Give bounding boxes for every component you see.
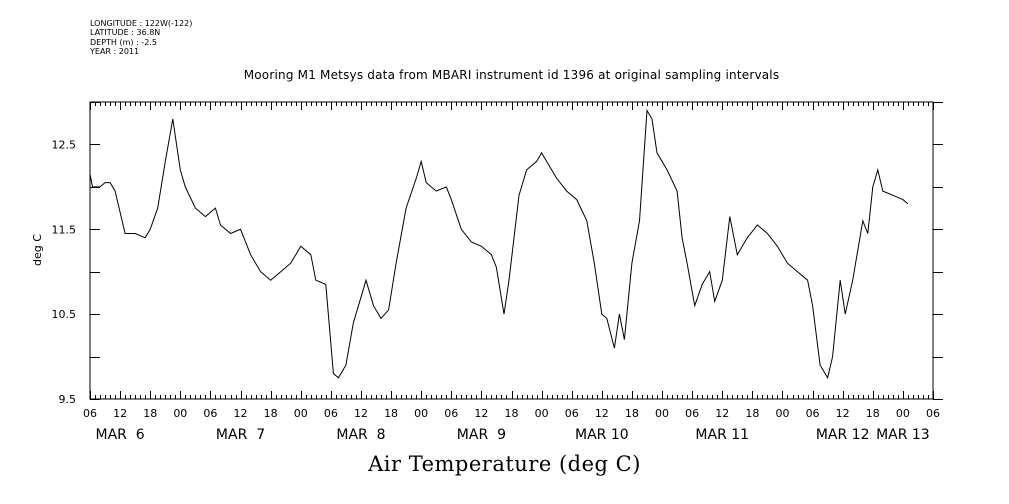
x-hour-label: 12 xyxy=(715,407,729,420)
x-hour-label: 12 xyxy=(113,407,127,420)
x-hour-label: 06 xyxy=(685,407,699,420)
x-hour-label: 12 xyxy=(354,407,368,420)
y-tick-label: 10.5 xyxy=(52,308,77,321)
y-tick-label: 9.5 xyxy=(59,393,77,406)
x-hour-label: 06 xyxy=(83,407,97,420)
series-group xyxy=(89,108,909,380)
x-day-label: MAR 12 xyxy=(816,427,870,443)
x-hour-label: 00 xyxy=(535,407,549,420)
x-hour-label: 06 xyxy=(926,407,940,420)
x-day-label: MAR 10 xyxy=(575,427,629,443)
x-hour-label: 00 xyxy=(775,407,789,420)
x-hour-label: 18 xyxy=(745,407,759,420)
y-tick-label: 12.5 xyxy=(52,138,77,151)
x-hour-label: 06 xyxy=(806,407,820,420)
x-hour-label: 06 xyxy=(565,407,579,420)
x-hour-label: 06 xyxy=(203,407,217,420)
longitude-label: LONGITUDE : 122W(-122) xyxy=(90,19,193,28)
x-hour-label: 18 xyxy=(505,407,519,420)
x-hour-label: 00 xyxy=(294,407,308,420)
x-day-label: MAR 8 xyxy=(336,427,385,443)
x-day-label: MAR 7 xyxy=(216,427,265,443)
latitude-label: LATITUDE : 36.8N xyxy=(90,28,161,38)
y-tick-label: 11.5 xyxy=(52,223,77,236)
depth-label: DEPTH (m) : -2.5 xyxy=(90,37,157,47)
plot-border xyxy=(89,101,934,400)
x-day-label: MAR 6 xyxy=(96,427,145,443)
x-hour-label: 12 xyxy=(836,407,850,420)
year-label: YEAR : 2011 xyxy=(90,46,140,56)
series-line xyxy=(89,108,909,380)
x-hour-label: 00 xyxy=(414,407,428,420)
x-hour-label: 06 xyxy=(324,407,338,420)
x-hour-label: 00 xyxy=(896,407,910,420)
x-hour-label: 00 xyxy=(173,407,187,420)
chart-title: Mooring M1 Metsys data from MBARI instru… xyxy=(243,68,780,82)
x-hour-label: 18 xyxy=(264,407,278,420)
x-axis-title: Air Temperature (deg C) xyxy=(368,452,641,476)
plot-frame xyxy=(89,101,934,400)
x-hour-label: 12 xyxy=(474,407,488,420)
x-hour-label: 00 xyxy=(655,407,669,420)
x-hour-label: 18 xyxy=(866,407,880,420)
x-axis-ticks: 06 12 18 00 06 12 18 00 06 12 18 00 06 12 18 00 06 12 18 00… xyxy=(83,102,940,443)
x-day-label: MAR 11 xyxy=(695,427,749,443)
y-axis-label: deg C xyxy=(31,234,44,266)
x-hour-label: 18 xyxy=(625,407,639,420)
x-hour-label: 12 xyxy=(595,407,609,420)
x-day-label: MAR 13 xyxy=(876,427,930,443)
x-hour-label: 12 xyxy=(234,407,248,420)
x-day-label: MAR 9 xyxy=(457,427,506,443)
x-hour-label: 06 xyxy=(444,407,458,420)
metadata-block: LONGITUDE : 122W(-122) LATITUDE : 36.8N … xyxy=(90,19,192,56)
y-axis-ticks: 9.5 10.5 11.5 12.5 xyxy=(52,102,943,406)
x-hour-label: 18 xyxy=(143,407,157,420)
x-hour-label: 18 xyxy=(384,407,398,420)
